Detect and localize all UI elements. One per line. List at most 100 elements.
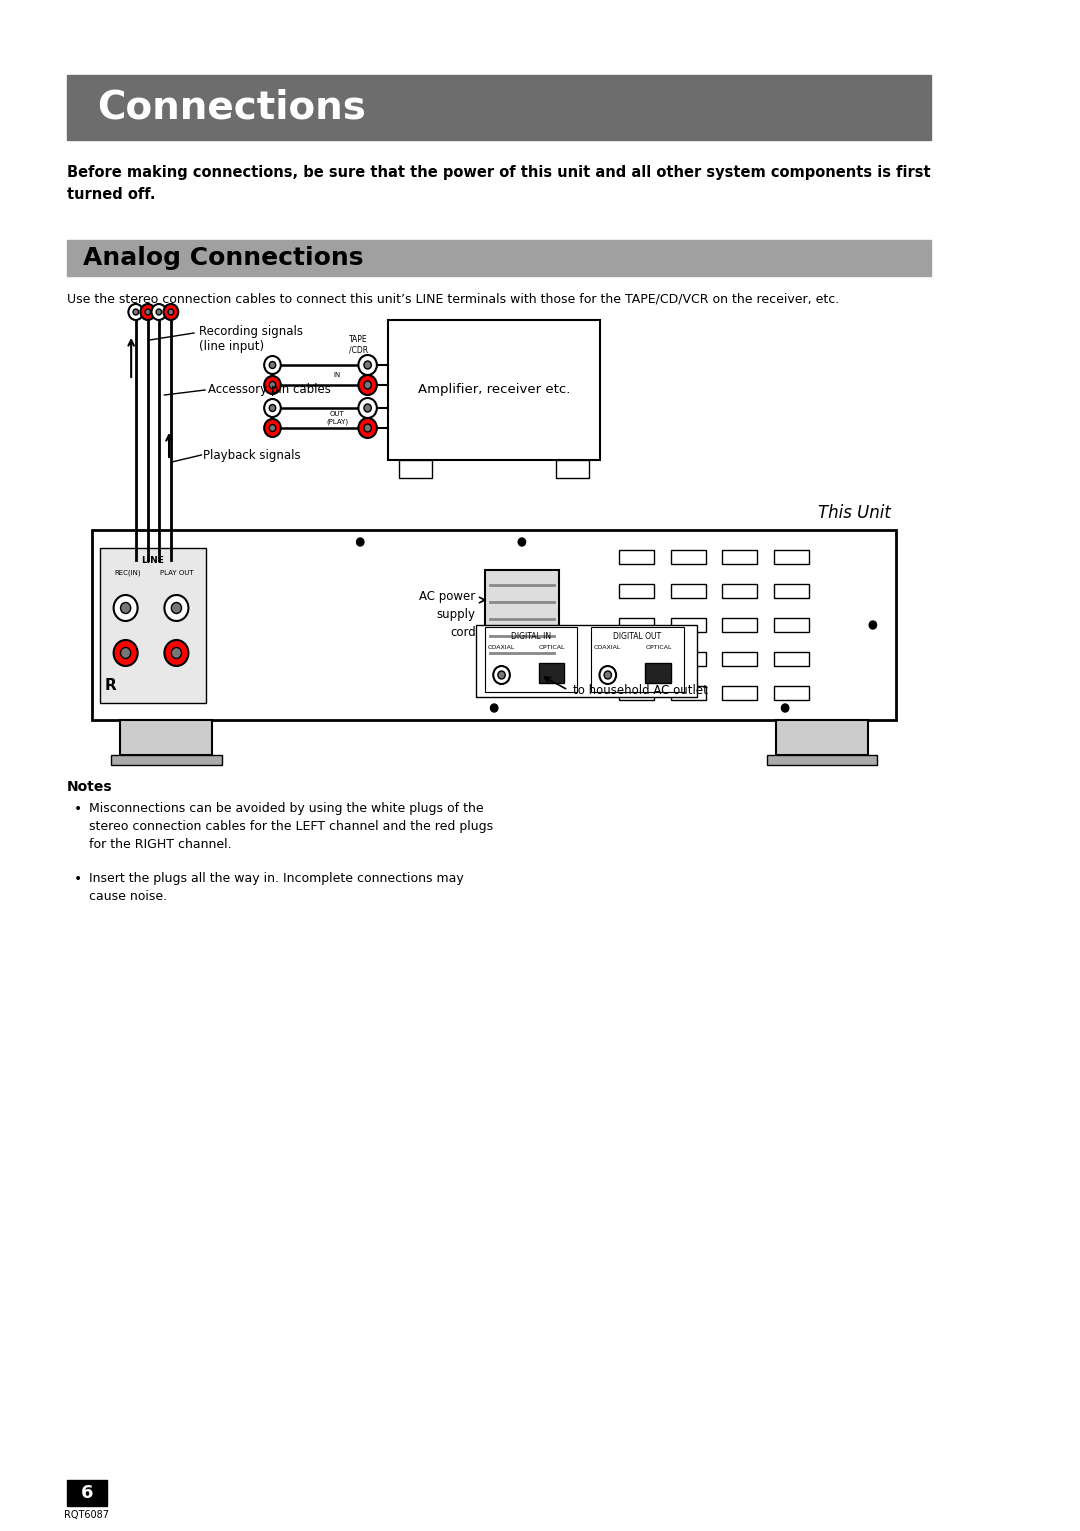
Text: •: •: [73, 873, 82, 886]
Circle shape: [145, 309, 150, 315]
Circle shape: [359, 355, 377, 375]
Circle shape: [498, 671, 505, 680]
Text: Recording signals
(line input): Recording signals (line input): [199, 325, 302, 354]
Text: IN: IN: [334, 372, 341, 378]
Text: COAXIAL: COAXIAL: [488, 645, 515, 651]
Bar: [671, 619, 705, 632]
Text: Amplifier, receiver etc.: Amplifier, receiver etc.: [418, 383, 570, 397]
Circle shape: [364, 404, 372, 412]
Circle shape: [163, 305, 178, 320]
Text: DIGITAL OUT: DIGITAL OUT: [613, 632, 661, 641]
Circle shape: [129, 305, 144, 320]
Circle shape: [121, 603, 131, 614]
Text: REC(IN): REC(IN): [114, 570, 140, 577]
Circle shape: [113, 640, 137, 666]
Circle shape: [359, 398, 377, 418]
Text: PLAY OUT: PLAY OUT: [160, 570, 193, 576]
Circle shape: [133, 309, 138, 315]
Bar: [774, 652, 809, 666]
Circle shape: [782, 704, 788, 712]
Circle shape: [599, 666, 616, 684]
Bar: [67, 75, 931, 139]
Bar: [93, 530, 896, 720]
Circle shape: [869, 622, 877, 629]
Circle shape: [113, 596, 137, 622]
Circle shape: [164, 640, 188, 666]
Circle shape: [364, 381, 372, 389]
Bar: [111, 755, 221, 766]
Text: 6: 6: [81, 1484, 93, 1502]
Bar: [723, 619, 757, 632]
Text: AC power
supply
cord: AC power supply cord: [419, 589, 475, 638]
Circle shape: [269, 381, 275, 389]
Circle shape: [121, 648, 131, 658]
Bar: [120, 720, 213, 755]
Text: Connections: Connections: [97, 89, 366, 127]
Circle shape: [359, 375, 377, 395]
Bar: [556, 459, 590, 478]
Bar: [67, 1480, 107, 1507]
Bar: [619, 550, 654, 563]
Bar: [723, 686, 757, 700]
Circle shape: [172, 648, 181, 658]
Circle shape: [269, 361, 275, 369]
Circle shape: [164, 596, 188, 622]
Circle shape: [518, 537, 526, 547]
Bar: [539, 663, 565, 683]
Bar: [645, 663, 671, 683]
Circle shape: [265, 400, 281, 416]
Circle shape: [356, 537, 364, 547]
Bar: [619, 686, 654, 700]
Bar: [774, 550, 809, 563]
Bar: [67, 240, 931, 276]
Bar: [99, 548, 206, 703]
Bar: [619, 583, 654, 599]
Circle shape: [151, 305, 166, 320]
Circle shape: [269, 404, 275, 412]
Circle shape: [140, 305, 156, 320]
Bar: [619, 652, 654, 666]
Bar: [671, 583, 705, 599]
Text: •: •: [73, 802, 82, 816]
Bar: [774, 686, 809, 700]
Text: OPTICAL: OPTICAL: [539, 645, 566, 651]
Circle shape: [604, 671, 611, 680]
Bar: [774, 583, 809, 599]
Text: Before making connections, be sure that the power of this unit and all other sys: Before making connections, be sure that …: [67, 165, 930, 202]
Bar: [671, 652, 705, 666]
Bar: [671, 550, 705, 563]
Text: Accessory pin cables: Accessory pin cables: [207, 383, 330, 397]
Text: OUT
(PLAY): OUT (PLAY): [326, 412, 348, 424]
Bar: [723, 583, 757, 599]
Circle shape: [265, 419, 281, 436]
Circle shape: [364, 361, 372, 369]
Circle shape: [157, 309, 162, 315]
Text: Insert the plugs all the way in. Incomplete connections may
cause noise.: Insert the plugs all the way in. Incompl…: [89, 873, 463, 903]
Circle shape: [269, 424, 275, 432]
Bar: [399, 459, 432, 478]
Text: TAPE
/CDR: TAPE /CDR: [349, 335, 368, 354]
Circle shape: [364, 424, 372, 432]
Circle shape: [490, 704, 498, 712]
Text: Analog Connections: Analog Connections: [83, 246, 364, 269]
Text: OPTICAL: OPTICAL: [646, 645, 672, 651]
Circle shape: [359, 418, 377, 438]
Text: LINE: LINE: [141, 556, 164, 565]
Bar: [767, 755, 877, 766]
Circle shape: [494, 666, 510, 684]
Bar: [619, 619, 654, 632]
Circle shape: [172, 603, 181, 614]
Bar: [723, 652, 757, 666]
Bar: [774, 619, 809, 632]
Circle shape: [265, 377, 281, 393]
Bar: [591, 628, 684, 692]
Text: Notes: Notes: [67, 779, 112, 795]
Bar: [723, 550, 757, 563]
Bar: [485, 570, 558, 671]
Text: Misconnections can be avoided by using the white plugs of the
stereo connection : Misconnections can be avoided by using t…: [89, 802, 492, 851]
Text: to household AC outlet: to household AC outlet: [572, 683, 707, 697]
Circle shape: [265, 357, 281, 374]
Text: DIGITAL IN: DIGITAL IN: [511, 632, 551, 641]
Text: COAXIAL: COAXIAL: [594, 645, 621, 651]
Circle shape: [168, 309, 174, 315]
